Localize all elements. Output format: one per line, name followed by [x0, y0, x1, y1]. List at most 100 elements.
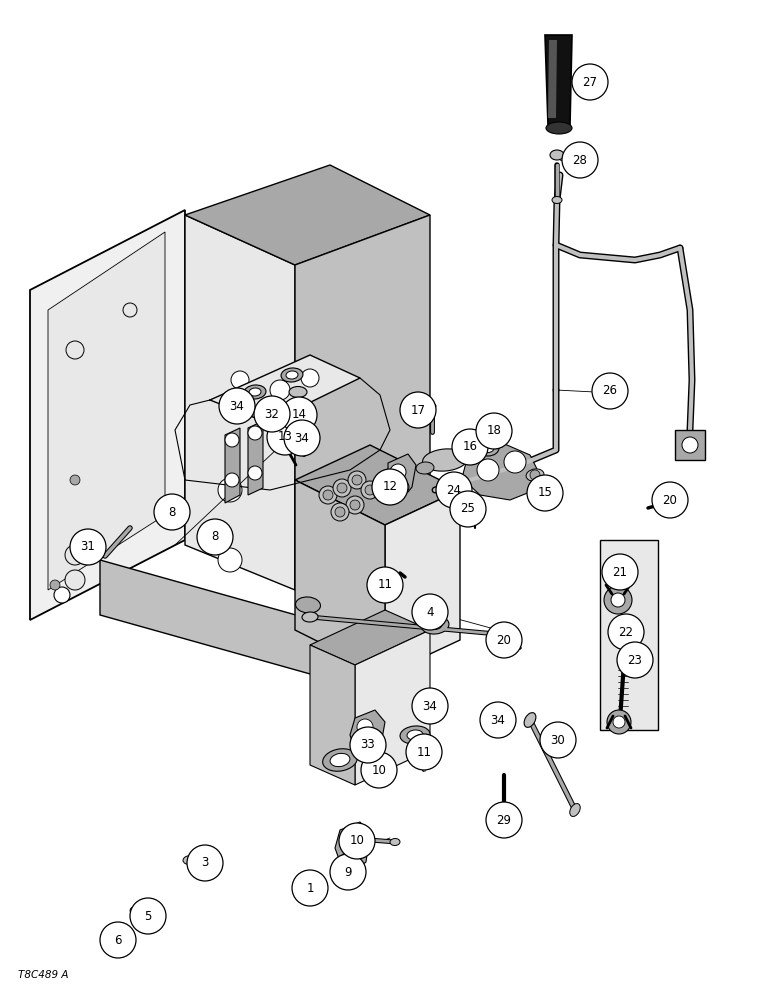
Ellipse shape [141, 911, 153, 919]
Circle shape [348, 471, 366, 489]
Text: T8C489 A: T8C489 A [18, 970, 69, 980]
Polygon shape [310, 645, 355, 785]
Ellipse shape [289, 386, 307, 397]
Ellipse shape [658, 498, 672, 508]
Text: 12: 12 [382, 481, 398, 493]
Circle shape [231, 371, 249, 389]
Text: 1: 1 [306, 882, 313, 894]
Circle shape [70, 529, 106, 565]
Polygon shape [100, 560, 385, 695]
Polygon shape [185, 215, 295, 590]
Polygon shape [355, 630, 430, 785]
Text: 32: 32 [265, 408, 279, 420]
Ellipse shape [482, 444, 494, 452]
Polygon shape [185, 165, 430, 265]
Circle shape [337, 483, 347, 493]
Ellipse shape [421, 616, 449, 634]
Ellipse shape [477, 440, 499, 456]
Circle shape [342, 832, 358, 848]
Polygon shape [248, 421, 263, 495]
Circle shape [400, 392, 436, 428]
Circle shape [361, 752, 397, 788]
Circle shape [367, 567, 403, 603]
Text: 10: 10 [371, 764, 387, 776]
Ellipse shape [422, 449, 467, 471]
Circle shape [476, 413, 512, 449]
Ellipse shape [428, 403, 436, 408]
Polygon shape [462, 442, 540, 500]
Circle shape [225, 433, 239, 447]
Circle shape [123, 303, 137, 317]
Polygon shape [295, 480, 385, 675]
Ellipse shape [282, 439, 286, 445]
Circle shape [477, 459, 499, 481]
Text: 8: 8 [168, 506, 176, 518]
Circle shape [527, 475, 563, 511]
Ellipse shape [428, 696, 438, 704]
Ellipse shape [487, 710, 509, 726]
Text: 14: 14 [292, 408, 306, 422]
Text: 22: 22 [618, 626, 634, 639]
Circle shape [197, 519, 233, 555]
Circle shape [540, 722, 576, 758]
Polygon shape [545, 35, 572, 125]
Text: 34: 34 [422, 700, 438, 712]
Circle shape [267, 419, 303, 455]
Polygon shape [295, 445, 460, 525]
Polygon shape [335, 822, 370, 870]
Ellipse shape [493, 714, 503, 722]
Ellipse shape [526, 469, 544, 481]
Ellipse shape [407, 730, 423, 740]
Circle shape [617, 642, 653, 678]
Circle shape [682, 437, 698, 453]
Text: 33: 33 [361, 738, 375, 752]
Ellipse shape [391, 585, 399, 591]
Text: 30: 30 [550, 734, 565, 746]
Ellipse shape [281, 368, 303, 382]
Ellipse shape [244, 385, 266, 399]
Circle shape [452, 429, 488, 465]
Circle shape [331, 503, 349, 521]
Circle shape [333, 479, 351, 497]
Polygon shape [600, 540, 658, 730]
Ellipse shape [286, 371, 298, 379]
Circle shape [530, 470, 540, 480]
Circle shape [335, 507, 345, 517]
Circle shape [66, 341, 84, 359]
Circle shape [504, 451, 526, 473]
Circle shape [652, 482, 688, 518]
Circle shape [562, 142, 598, 178]
Circle shape [607, 710, 631, 734]
Circle shape [284, 420, 320, 456]
Circle shape [331, 511, 349, 529]
Circle shape [100, 922, 136, 958]
Ellipse shape [400, 726, 430, 744]
Circle shape [361, 481, 379, 499]
Circle shape [592, 373, 628, 409]
Text: 4: 4 [426, 605, 434, 618]
Circle shape [468, 503, 482, 517]
Text: 31: 31 [80, 540, 96, 554]
Circle shape [154, 494, 190, 530]
Circle shape [412, 594, 448, 630]
Circle shape [70, 475, 80, 485]
Text: 27: 27 [583, 76, 598, 89]
Circle shape [319, 486, 337, 504]
Ellipse shape [296, 597, 320, 613]
Circle shape [604, 586, 632, 614]
Ellipse shape [302, 612, 318, 622]
Circle shape [480, 702, 516, 738]
Circle shape [352, 475, 362, 485]
Circle shape [187, 845, 223, 881]
Text: 23: 23 [628, 654, 642, 666]
Circle shape [372, 469, 408, 505]
Text: 10: 10 [350, 834, 364, 848]
Circle shape [54, 587, 70, 603]
Text: 24: 24 [446, 484, 462, 496]
Circle shape [490, 806, 518, 834]
Polygon shape [48, 232, 165, 590]
Circle shape [436, 472, 472, 508]
Text: 20: 20 [662, 493, 678, 506]
Circle shape [109, 931, 127, 949]
Circle shape [611, 593, 625, 607]
